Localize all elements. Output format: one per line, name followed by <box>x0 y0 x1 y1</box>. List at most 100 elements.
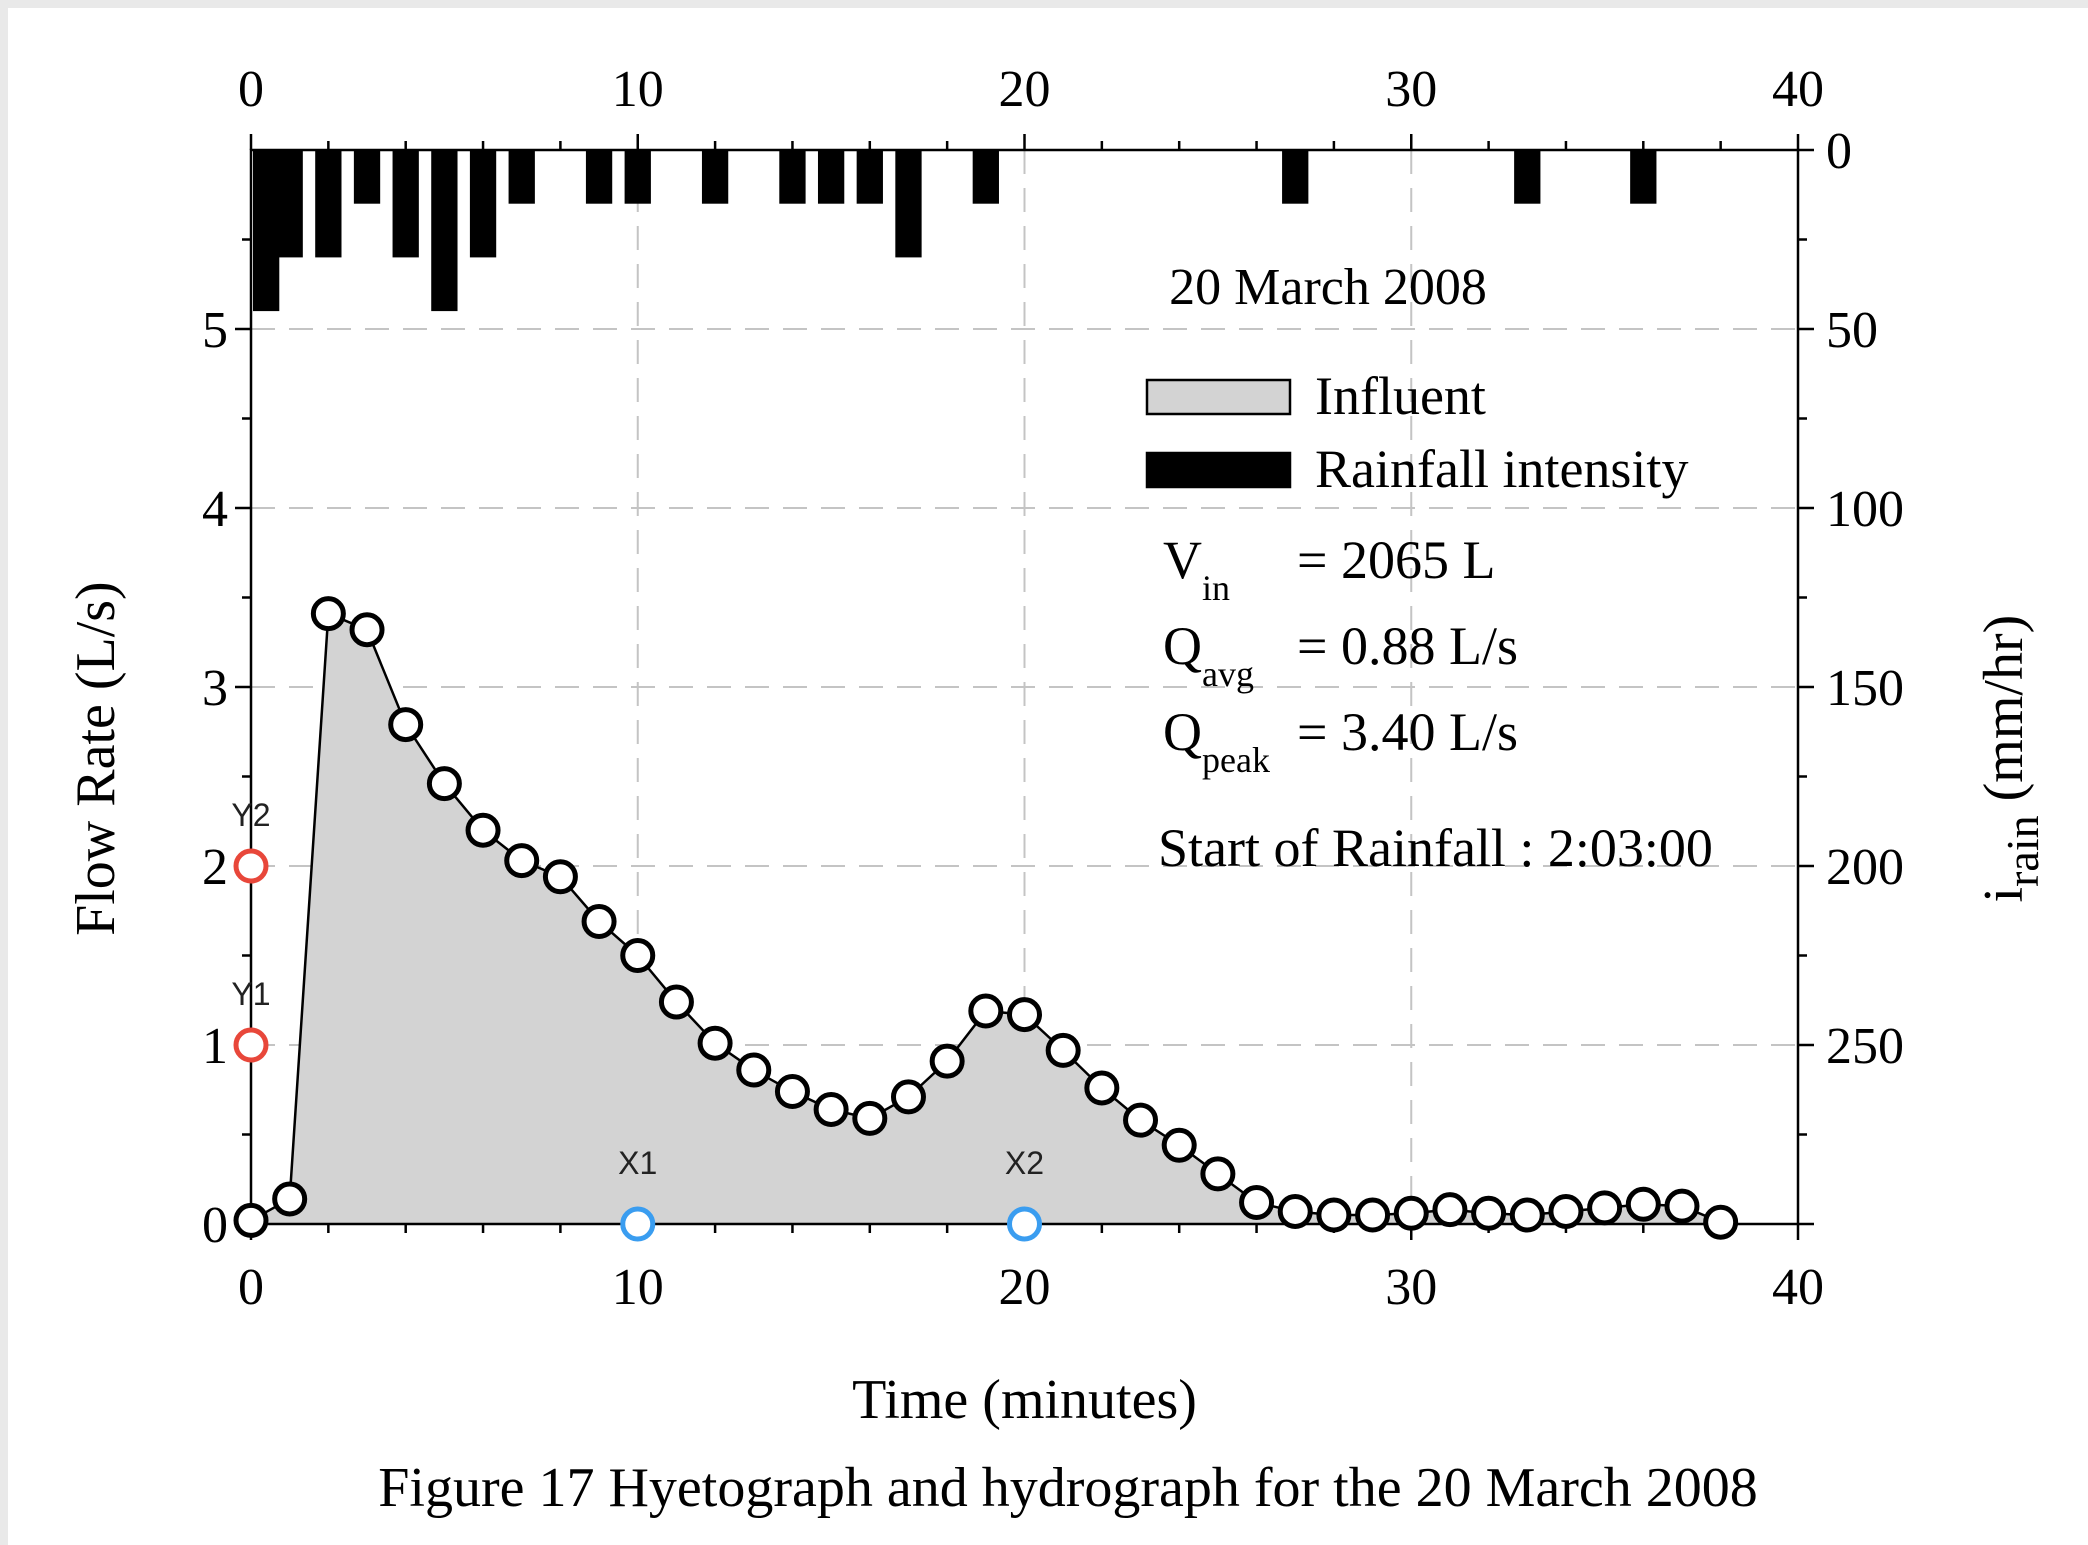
rainfall-start-note: Start of Rainfall : 2:03:00 <box>1158 818 1713 878</box>
legend-label: Influent <box>1315 366 1486 426</box>
influent-point <box>1393 1195 1429 1231</box>
influent-point <box>388 707 424 743</box>
x-tick-label-top: 30 <box>1385 61 1437 118</box>
x-tick-label-top: 20 <box>999 61 1051 118</box>
figure-page: 0 0 10 10 20 20 30 30 40 40 0 1 2 3 4 5 0 50 100 150 200 250 F… <box>8 8 2088 1545</box>
rainfall-bar <box>1514 150 1541 204</box>
x-tick-label-bottom: 20 <box>999 1259 1051 1316</box>
marker-point-y2 <box>233 848 269 884</box>
hyetograph-hydrograph-chart: 001010202030304040012345050100150200250F… <box>65 61 2048 1431</box>
influent-point <box>1123 1102 1159 1138</box>
rainfall-bar <box>624 150 651 204</box>
influent-point <box>1161 1127 1197 1163</box>
x-axis-title: Time (minutes) <box>852 1369 1197 1431</box>
legend-swatch <box>1145 378 1292 416</box>
rainfall-bar <box>856 150 883 204</box>
rainfall-bar <box>701 150 729 204</box>
y2-tick-label: 250 <box>1826 1018 1904 1075</box>
influent-point <box>1277 1193 1313 1229</box>
x-tick-label-top: 10 <box>612 61 664 118</box>
stat-avg: Qavg <box>1163 616 1254 694</box>
influent-point <box>929 1043 965 1079</box>
stat-in: Vin <box>1163 530 1230 608</box>
influent-point <box>310 596 346 632</box>
rainfall-bar <box>779 150 806 204</box>
rainfall-bar <box>353 150 381 204</box>
influent-point <box>736 1052 772 1088</box>
rainfall-bar <box>817 150 845 204</box>
influent-point <box>1007 997 1042 1033</box>
x-tick-label-bottom: 10 <box>612 1259 664 1316</box>
rainfall-bar <box>895 150 922 258</box>
legend-swatch <box>1145 451 1292 489</box>
x-tick-label-bottom: 40 <box>1772 1259 1824 1316</box>
influent-point <box>813 1091 849 1127</box>
marker-label-x2: X2 <box>1005 1145 1044 1181</box>
legend-title: 20 March 2008 <box>1169 259 1487 316</box>
rainfall-bar <box>469 150 497 258</box>
influent-point <box>1200 1156 1236 1192</box>
rainfall-bar <box>253 150 280 312</box>
influent-point <box>1587 1190 1623 1226</box>
influent-point <box>1084 1070 1120 1106</box>
rainfall-bar <box>585 150 613 204</box>
x-tick-label-top: 40 <box>1772 61 1824 118</box>
y-axis-title: Flow Rate (L/s) <box>65 581 127 936</box>
y-tick-label: 0 <box>202 1197 228 1254</box>
y2-axis-title: irain (mm/hr) <box>1973 615 2048 903</box>
influent-point <box>1664 1188 1700 1224</box>
stat-peak: Qpeak <box>1163 702 1270 780</box>
x-tick-label-bottom: 30 <box>1385 1259 1437 1316</box>
y-tick-label: 1 <box>202 1018 228 1075</box>
marker-point-x2 <box>1007 1206 1042 1242</box>
rainfall-bar <box>276 150 303 258</box>
y2-tick-label: 100 <box>1826 481 1904 538</box>
influent-point <box>233 1202 269 1238</box>
rainfall-bar <box>1630 150 1657 204</box>
influent-point <box>1548 1193 1584 1229</box>
x-tick-label-bottom: 0 <box>238 1259 264 1316</box>
influent-point <box>581 903 617 939</box>
influent-point <box>1239 1185 1275 1221</box>
influent-point <box>426 766 462 802</box>
influent-point <box>658 984 694 1020</box>
y-tick-label: 3 <box>202 660 228 717</box>
influent-area <box>251 613 1721 1224</box>
marker-label-y1: Y1 <box>231 976 270 1012</box>
influent-point <box>1355 1197 1391 1233</box>
y2-tick-label: 0 <box>1826 123 1852 180</box>
influent-point <box>852 1100 888 1136</box>
rainfall-bar <box>315 150 342 258</box>
influent-point <box>697 1025 733 1061</box>
marker-label-x1: X1 <box>618 1145 657 1181</box>
y-tick-label: 5 <box>202 302 228 359</box>
marker-label-y2: Y2 <box>231 797 270 833</box>
influent-point <box>890 1079 926 1115</box>
influent-point <box>272 1181 308 1217</box>
y2-tick-label: 50 <box>1826 302 1878 359</box>
influent-point <box>542 859 578 895</box>
figure-caption: Figure 17 Hyetograph and hydrograph for … <box>378 1457 1758 1519</box>
stat-value: = 0.88 L/s <box>1297 616 1518 676</box>
rainfall-bar <box>972 150 999 204</box>
influent-point <box>1703 1204 1739 1240</box>
influent-point <box>968 993 1004 1029</box>
influent-point <box>1316 1197 1352 1233</box>
y-tick-label: 2 <box>202 839 228 896</box>
influent-point <box>465 812 501 848</box>
rainfall-bar <box>1282 150 1309 204</box>
influent-point <box>1432 1192 1468 1228</box>
influent-point <box>1509 1197 1545 1233</box>
influent-point <box>1045 1032 1081 1068</box>
stat-value: = 3.40 L/s <box>1297 702 1518 762</box>
legend-label: Rainfall intensity <box>1315 439 1688 499</box>
y2-tick-label: 150 <box>1826 660 1904 717</box>
rainfall-bar <box>392 150 419 258</box>
x-tick-label-top: 0 <box>238 61 264 118</box>
marker-point-x1 <box>620 1206 656 1242</box>
y-tick-label: 4 <box>202 481 228 538</box>
stat-value: = 2065 L <box>1297 530 1495 590</box>
rainfall-bar <box>431 150 458 312</box>
influent-point <box>1625 1186 1661 1222</box>
rainfall-bar <box>508 150 535 204</box>
